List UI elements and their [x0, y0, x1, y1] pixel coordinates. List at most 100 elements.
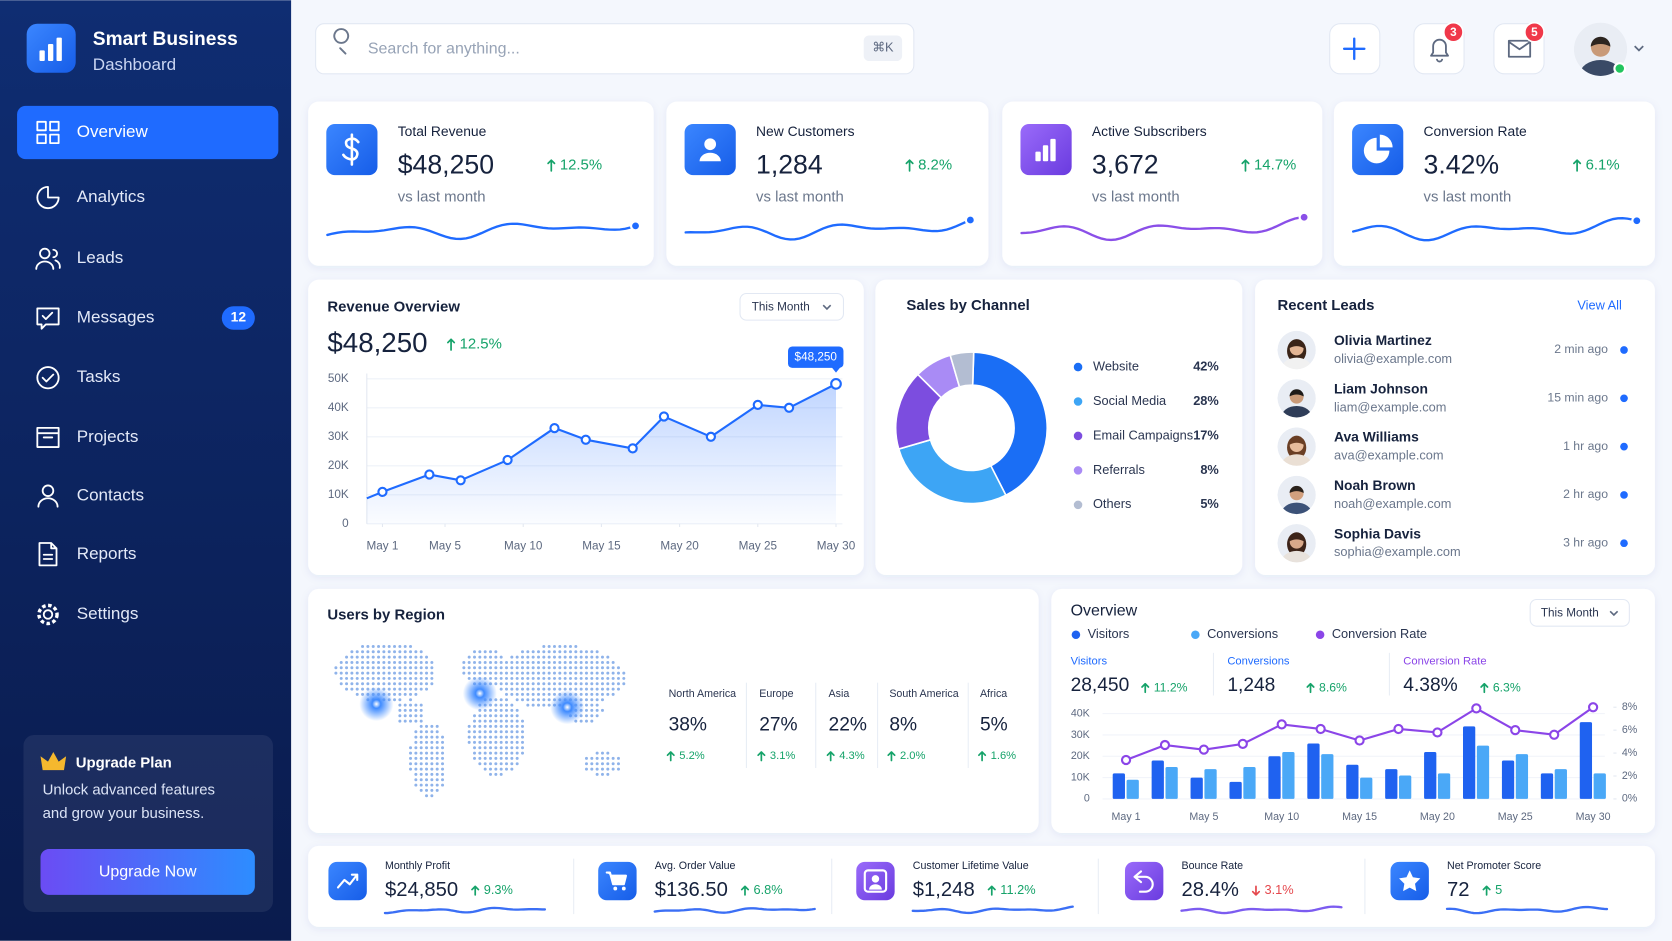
map-dot — [403, 644, 407, 648]
nav-item[interactable]: Messages — [77, 308, 155, 327]
map-dot — [521, 676, 524, 680]
kpi-title: Active Subscribers — [1092, 123, 1207, 139]
map-dot — [600, 698, 604, 702]
map-dot — [425, 751, 429, 755]
avatar-hair-top — [1289, 485, 1304, 493]
trend-arrow — [1141, 682, 1150, 694]
map-dot — [350, 687, 354, 691]
map-dot — [542, 676, 546, 680]
trend-arrow — [987, 885, 996, 896]
avatar-body — [1281, 550, 1312, 563]
map-dot — [590, 762, 594, 766]
map-dot — [409, 682, 413, 686]
map-dot — [355, 687, 359, 691]
nav-item[interactable]: Reports — [77, 544, 137, 563]
upgrade-button-label[interactable]: Upgrade Now — [99, 864, 197, 881]
map-dot — [515, 655, 519, 659]
map-dot — [505, 746, 508, 750]
nav-item[interactable]: Leads — [77, 248, 123, 267]
change-value: 5.2% — [679, 750, 705, 762]
map-dot — [387, 666, 391, 670]
y-tick-label: 10K — [328, 488, 349, 501]
search-box[interactable] — [315, 23, 915, 75]
shortcut: ⌘K — [872, 40, 894, 55]
change-value: 12.5% — [560, 156, 602, 173]
avatar-hair-top — [1289, 437, 1304, 445]
legend-dot — [1073, 500, 1083, 510]
map-dot — [584, 708, 588, 712]
value-label-bubble — [788, 346, 844, 368]
map-dot — [552, 660, 556, 664]
bar — [1360, 777, 1373, 799]
map-dot — [521, 746, 524, 750]
map-dot — [425, 671, 429, 675]
map-dot — [435, 762, 439, 766]
nav-item[interactable]: Overview — [77, 122, 149, 141]
mail-icon — [1507, 39, 1532, 58]
summary-title: Bounce Rate — [1181, 860, 1243, 872]
period-label[interactable]: This Month — [752, 300, 810, 313]
map-dot — [403, 692, 407, 696]
nav-icon — [35, 247, 61, 270]
nav-active[interactable] — [17, 105, 279, 160]
lead-time: 2 hr ago — [1563, 487, 1608, 501]
map-dot — [526, 655, 530, 659]
y-tick-label: 20K — [328, 459, 349, 472]
upgrade-button[interactable] — [40, 849, 255, 895]
map-dot — [494, 660, 498, 664]
map-dot — [361, 650, 365, 654]
map-dot — [425, 735, 429, 739]
map-dot — [579, 671, 583, 675]
map-dot — [590, 655, 594, 659]
map-dot — [552, 650, 556, 654]
bar — [1321, 754, 1334, 799]
map-dot — [600, 655, 604, 659]
bubble-tail — [831, 367, 841, 373]
nav-item[interactable]: Tasks — [77, 367, 121, 386]
period-label[interactable]: This Month — [1541, 606, 1599, 619]
map-dot — [606, 671, 610, 675]
nav-item[interactable]: Projects — [77, 427, 139, 446]
map-dot — [600, 767, 604, 771]
period-dropdown[interactable] — [739, 292, 844, 321]
map-dot — [510, 767, 514, 771]
map-dot — [409, 746, 413, 750]
map-dot — [409, 687, 413, 691]
chevron — [822, 304, 832, 311]
map-dot — [542, 666, 546, 670]
map-dot — [526, 687, 530, 691]
map-dot — [595, 714, 599, 718]
map-dot — [478, 751, 482, 755]
lead-time: 1 hr ago — [1563, 439, 1608, 453]
view-all-link[interactable]: View All — [1577, 298, 1622, 313]
map-dot — [499, 714, 503, 718]
nav-item[interactable]: Contacts — [77, 486, 144, 505]
map-dot — [355, 676, 359, 680]
map-dot — [467, 740, 471, 744]
period-dropdown[interactable] — [1529, 598, 1630, 627]
map-dot — [590, 692, 594, 696]
card-title: Recent Leads — [1277, 297, 1374, 314]
trend-arrow — [978, 751, 987, 762]
y2-tick-label: 2% — [1622, 770, 1638, 782]
lead-email: liam@example.com — [1334, 399, 1446, 414]
map-dot — [489, 655, 493, 659]
map-dot — [568, 644, 572, 648]
map-dot — [505, 730, 508, 734]
map-dot — [382, 655, 386, 659]
nav-item[interactable]: Settings — [77, 604, 139, 623]
map-dot — [600, 682, 604, 686]
person-card-icon — [863, 869, 888, 893]
lead-time: 2 min ago — [1554, 342, 1608, 356]
map-dot — [414, 687, 418, 691]
legend-dot — [1191, 630, 1200, 639]
legend-value: 42% — [1193, 358, 1219, 373]
map-dot — [499, 660, 503, 664]
summary-title: Customer Lifetime Value — [913, 860, 1029, 872]
bell-icon — [1430, 38, 1449, 63]
map-dot — [430, 671, 434, 675]
map-dot — [537, 698, 540, 702]
map-dot — [611, 767, 615, 771]
nav-item[interactable]: Analytics — [77, 187, 145, 206]
map-dot — [345, 682, 349, 686]
